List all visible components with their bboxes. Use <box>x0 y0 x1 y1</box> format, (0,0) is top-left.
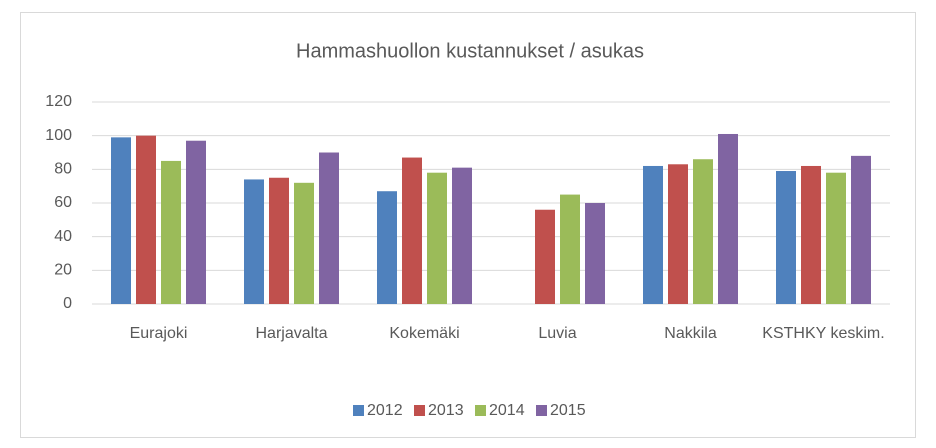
bar <box>826 172 846 304</box>
x-tick-label: Eurajoki <box>130 325 188 342</box>
legend-swatch <box>414 405 425 416</box>
y-tick-label: 60 <box>54 194 72 211</box>
x-tick-label: KSTHKY keskim. <box>762 325 884 342</box>
y-tick-label: 0 <box>63 295 72 312</box>
x-tick-label: Harjavalta <box>255 325 327 342</box>
bar <box>377 191 397 304</box>
bar <box>161 160 181 304</box>
bar <box>319 152 339 304</box>
bar <box>186 140 206 304</box>
x-tick-label: Kokemäki <box>389 325 459 342</box>
legend-swatch <box>353 405 364 416</box>
y-tick-label: 120 <box>45 93 72 110</box>
bar <box>668 164 688 304</box>
y-tick-label: 20 <box>54 262 72 279</box>
bar <box>452 167 472 304</box>
y-tick-label: 80 <box>54 161 72 178</box>
bar <box>402 157 422 304</box>
bar <box>136 135 156 304</box>
bar <box>643 165 663 304</box>
legend-swatch <box>475 405 486 416</box>
legend-swatch <box>536 405 547 416</box>
bar <box>560 194 580 304</box>
chart-title: Hammashuollon kustannukset / asukas <box>296 40 644 62</box>
bar <box>535 209 555 304</box>
bar <box>244 179 264 304</box>
bar <box>801 165 821 304</box>
bar <box>718 133 738 304</box>
bar <box>427 172 447 304</box>
bar <box>851 155 871 304</box>
legend-label: 2012 <box>367 402 403 419</box>
bar <box>585 203 605 304</box>
y-tick-label: 40 <box>54 228 72 245</box>
y-tick-label: 100 <box>45 127 72 144</box>
x-tick-label: Nakkila <box>664 325 717 342</box>
x-tick-label: Luvia <box>538 325 576 342</box>
bar <box>111 137 131 304</box>
legend-label: 2014 <box>489 402 525 419</box>
bar <box>776 171 796 304</box>
legend-label: 2015 <box>550 402 586 419</box>
bar <box>269 177 289 304</box>
bar <box>693 159 713 304</box>
bar <box>294 182 314 304</box>
legend-label: 2013 <box>428 402 464 419</box>
